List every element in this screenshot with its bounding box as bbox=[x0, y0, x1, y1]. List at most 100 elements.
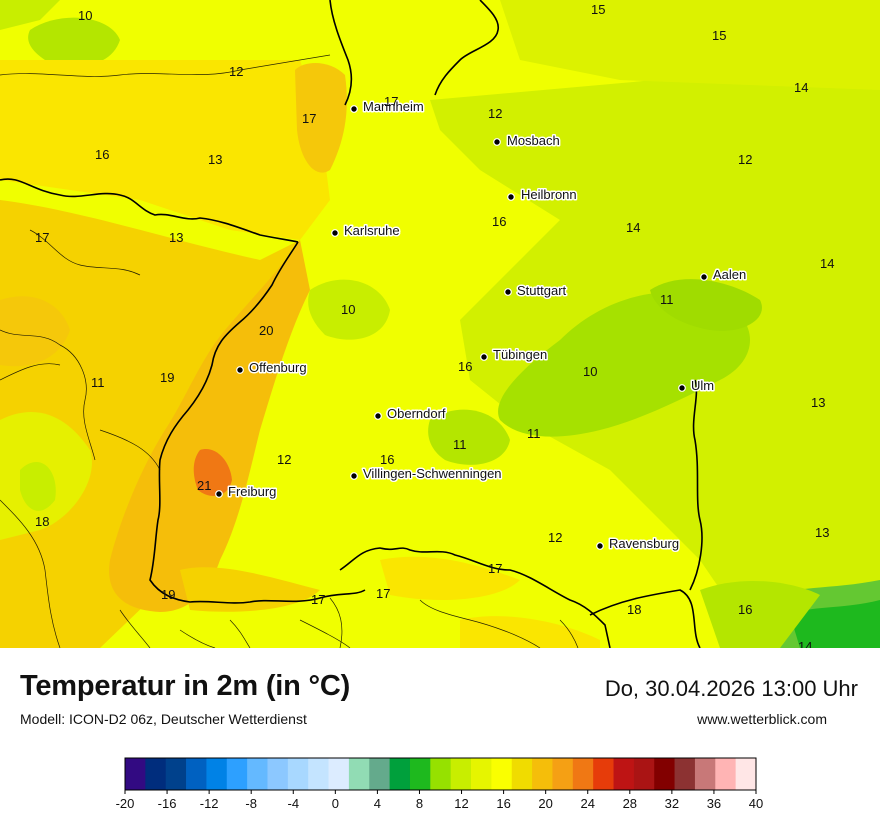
color-swatch bbox=[308, 758, 329, 790]
temp-value: 19 bbox=[160, 370, 174, 385]
temp-value: 12 bbox=[738, 152, 752, 167]
color-scale-tick-label: 16 bbox=[496, 796, 510, 811]
color-swatch bbox=[593, 758, 614, 790]
city-freiburg[interactable]: Freiburg bbox=[215, 483, 278, 501]
color-swatch bbox=[613, 758, 635, 790]
temp-value: 17 bbox=[302, 111, 316, 126]
color-swatch bbox=[348, 758, 370, 790]
svg-text:Aalen: Aalen bbox=[713, 267, 746, 282]
color-scale-tick-label: 8 bbox=[416, 796, 423, 811]
color-swatch bbox=[186, 758, 207, 790]
svg-text:Mannheim: Mannheim bbox=[363, 99, 424, 114]
temp-value: 16 bbox=[738, 602, 752, 617]
temp-value: 19 bbox=[161, 587, 175, 602]
temp-value: 13 bbox=[811, 395, 825, 410]
cool-pocket-vosges bbox=[20, 461, 56, 511]
svg-text:Ulm: Ulm bbox=[691, 378, 714, 393]
cold-pocket-alb bbox=[498, 292, 750, 437]
model-source: Modell: ICON-D2 06z, Deutscher Wetterdie… bbox=[20, 711, 307, 727]
hot-spot-freiburg bbox=[193, 449, 232, 496]
temp-value: 13 bbox=[208, 152, 222, 167]
city-offenburg[interactable]: Offenburg bbox=[236, 359, 308, 377]
temp-value: 16 bbox=[380, 452, 394, 467]
color-swatch bbox=[328, 758, 350, 790]
zone-se bbox=[700, 580, 820, 648]
temperature-map: Mannheim Mosbach Heilbronn Karlsruhe Aal… bbox=[0, 0, 880, 648]
color-swatch bbox=[654, 758, 675, 790]
city-markers: Mannheim Mosbach Heilbronn Karlsruhe Aal… bbox=[215, 98, 748, 553]
city-karlsruhe[interactable]: Karlsruhe bbox=[331, 222, 401, 240]
temp-value: 12 bbox=[548, 530, 562, 545]
color-swatch bbox=[287, 758, 309, 790]
svg-text:Ravensburg: Ravensburg bbox=[609, 536, 679, 551]
color-scale-tick-label: 36 bbox=[707, 796, 721, 811]
rhine-valley-warm bbox=[109, 240, 310, 612]
forecast-datetime: Do, 30.04.2026 13:00 Uhr bbox=[604, 676, 858, 701]
color-swatch bbox=[165, 758, 187, 790]
temp-value: 17 bbox=[384, 94, 398, 109]
city-villingen-schwenningen[interactable]: Villingen-Schwenningen bbox=[350, 465, 503, 483]
color-swatch bbox=[491, 758, 513, 790]
cool-pocket-black-forest bbox=[308, 279, 390, 340]
city-heilbronn[interactable]: Heilbronn bbox=[507, 186, 578, 204]
temp-value: 15 bbox=[712, 28, 726, 43]
temp-value: 17 bbox=[376, 586, 390, 601]
temp-value: 20 bbox=[259, 323, 273, 338]
cool-pocket-nw bbox=[28, 17, 120, 66]
site-url[interactable]: www.wetterblick.com bbox=[697, 711, 827, 727]
color-scale-tick-label: 28 bbox=[623, 796, 637, 811]
temp-value: 12 bbox=[229, 64, 243, 79]
color-swatch bbox=[552, 758, 574, 790]
color-swatch bbox=[694, 758, 716, 790]
color-swatch bbox=[206, 758, 228, 790]
color-scale-tick-label: 20 bbox=[538, 796, 552, 811]
color-scale-tick-label: 32 bbox=[665, 796, 679, 811]
color-swatch bbox=[369, 758, 391, 790]
cool-pocket-nw-edge bbox=[0, 0, 60, 30]
city-ulm[interactable]: Ulm bbox=[678, 377, 716, 395]
city-ravensburg[interactable]: Ravensburg bbox=[596, 535, 681, 553]
color-scale-tick-label: -16 bbox=[158, 796, 177, 811]
temp-value: 13 bbox=[169, 230, 183, 245]
color-swatch bbox=[511, 758, 533, 790]
color-swatch bbox=[735, 758, 757, 790]
page-title: Temperatur in 2m (in °C) bbox=[20, 670, 351, 702]
warm-zone-north bbox=[0, 60, 330, 240]
temp-value: 11 bbox=[660, 292, 674, 307]
color-swatch bbox=[389, 758, 411, 790]
temp-value: 13 bbox=[815, 525, 829, 540]
color-scale-frame bbox=[124, 757, 757, 791]
color-swatch bbox=[409, 758, 431, 790]
city-aalen[interactable]: Aalen bbox=[700, 266, 748, 284]
color-scale-tick-label: 40 bbox=[749, 796, 763, 811]
svg-text:Oberndorf: Oberndorf bbox=[387, 406, 446, 421]
city-mannheim[interactable]: Mannheim bbox=[350, 98, 425, 116]
temp-value: 14 bbox=[798, 639, 812, 648]
color-scale-tick-label: -12 bbox=[200, 796, 219, 811]
city-mosbach[interactable]: Mosbach bbox=[493, 132, 561, 150]
city-tuebingen[interactable]: Tübingen bbox=[480, 346, 549, 364]
warm-zone-lake bbox=[380, 556, 520, 600]
temp-value: 12 bbox=[277, 452, 291, 467]
district-borders bbox=[0, 54, 579, 648]
svg-text:Mosbach: Mosbach bbox=[507, 133, 560, 148]
temp-value: 11 bbox=[453, 437, 467, 452]
svg-text:Karlsruhe: Karlsruhe bbox=[344, 223, 400, 238]
city-stuttgart[interactable]: Stuttgart bbox=[504, 282, 568, 300]
temp-value: 14 bbox=[626, 220, 640, 235]
svg-text:Offenburg: Offenburg bbox=[249, 360, 307, 375]
alpine-green-dark bbox=[790, 600, 880, 648]
color-swatch bbox=[267, 758, 289, 790]
temp-value: 11 bbox=[527, 426, 541, 441]
color-scale-tick-label: 0 bbox=[332, 796, 339, 811]
temp-value: 18 bbox=[627, 602, 641, 617]
color-scale-tick-label: 24 bbox=[580, 796, 594, 811]
city-oberndorf[interactable]: Oberndorf bbox=[374, 405, 447, 423]
map-canvas: Mannheim Mosbach Heilbronn Karlsruhe Aal… bbox=[0, 0, 880, 648]
color-swatch bbox=[633, 758, 655, 790]
temp-value: 15 bbox=[591, 2, 605, 17]
color-scale-tick-label: -8 bbox=[245, 796, 257, 811]
color-swatch bbox=[145, 758, 167, 790]
temp-value: 12 bbox=[488, 106, 502, 121]
color-swatch bbox=[430, 758, 452, 790]
